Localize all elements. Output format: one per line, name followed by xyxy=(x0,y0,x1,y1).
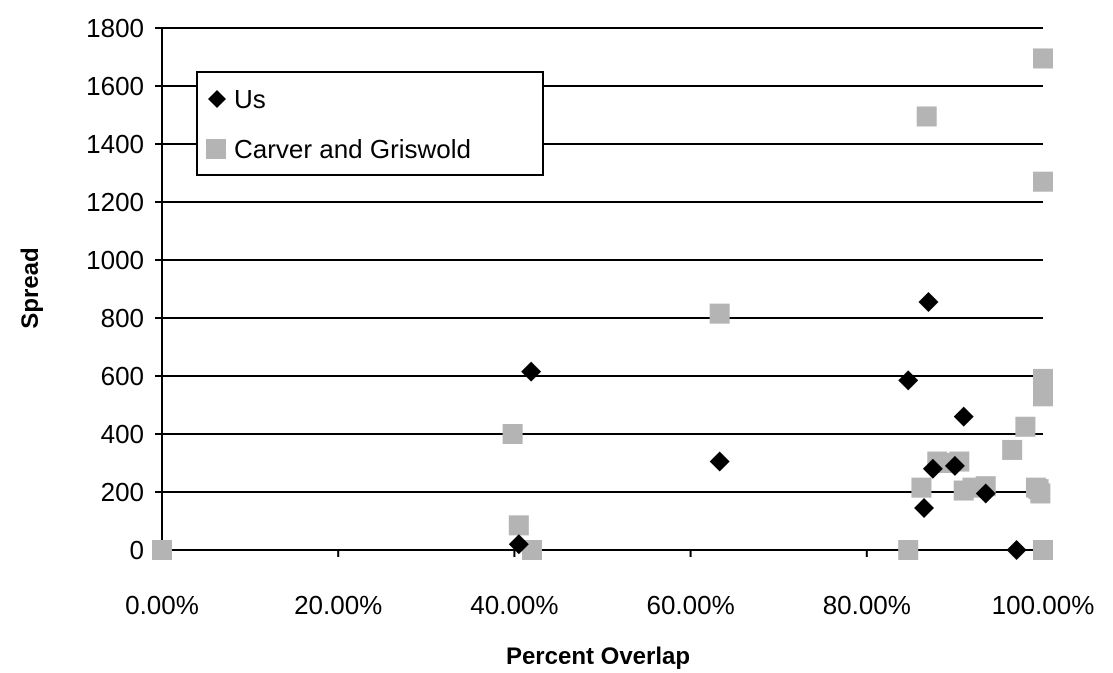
legend: Us Carver and Griswold xyxy=(196,71,544,176)
x-tick-label: 20.00% xyxy=(294,590,382,620)
square-point xyxy=(1030,483,1051,504)
diamond-point xyxy=(508,534,529,555)
square-point xyxy=(1033,386,1053,407)
y-tick-label: 200 xyxy=(101,477,144,507)
x-tick-labels: 0.00% 20.00% 40.00% 60.00% 80.00% 100.00% xyxy=(125,590,1094,620)
y-tick-label: 1200 xyxy=(86,187,144,217)
square-point xyxy=(1002,439,1023,460)
square-point xyxy=(916,106,937,127)
x-tick-label: 40.00% xyxy=(470,590,558,620)
diamond-point xyxy=(709,451,730,472)
legend-label-carver-griswold: Carver and Griswold xyxy=(234,134,471,164)
square-point xyxy=(152,540,172,560)
diamond-point xyxy=(944,455,965,476)
x-tick-label: 0.00% xyxy=(125,590,199,620)
y-tick-label: 1600 xyxy=(86,71,144,101)
us-points xyxy=(508,292,1027,560)
square-point xyxy=(898,540,919,560)
y-tick-label: 1400 xyxy=(86,129,144,159)
square-point xyxy=(502,424,523,444)
diamond-point xyxy=(922,458,943,479)
square-point xyxy=(1033,368,1053,389)
diamond-point xyxy=(521,361,542,382)
square-point xyxy=(1033,48,1053,69)
y-tick-label: 400 xyxy=(101,419,144,449)
square-point xyxy=(1033,171,1053,192)
diamond-point xyxy=(914,497,935,518)
x-axis-title: Percent Overlap xyxy=(506,643,690,670)
square-point xyxy=(911,477,932,498)
x-tick-label: 60.00% xyxy=(647,590,735,620)
square-point xyxy=(1015,416,1036,437)
y-axis-title: Spread xyxy=(17,247,44,328)
x-tick-label: 80.00% xyxy=(823,590,911,620)
x-tick-label: 100.00% xyxy=(992,590,1095,620)
y-tick-labels: 0 200 400 600 800 1000 1200 1400 1600 1800 xyxy=(86,13,144,565)
y-tick-label: 0 xyxy=(130,535,144,565)
square-point xyxy=(1033,540,1053,560)
y-tick-label: 1800 xyxy=(86,13,144,43)
legend-label-us: Us xyxy=(234,84,266,114)
y-tick-label: 1000 xyxy=(86,245,144,275)
diamond-point xyxy=(975,483,996,504)
diamond-point xyxy=(953,406,974,427)
legend-diamond-icon xyxy=(208,90,226,108)
legend-square-icon xyxy=(206,139,226,159)
square-point xyxy=(508,515,529,536)
diamond-point xyxy=(898,370,919,391)
legend-box xyxy=(196,71,544,176)
diamond-point xyxy=(1006,540,1027,560)
square-point xyxy=(709,303,730,324)
y-tick-label: 600 xyxy=(101,361,144,391)
y-tick-label: 800 xyxy=(101,303,144,333)
diamond-point xyxy=(918,292,939,313)
